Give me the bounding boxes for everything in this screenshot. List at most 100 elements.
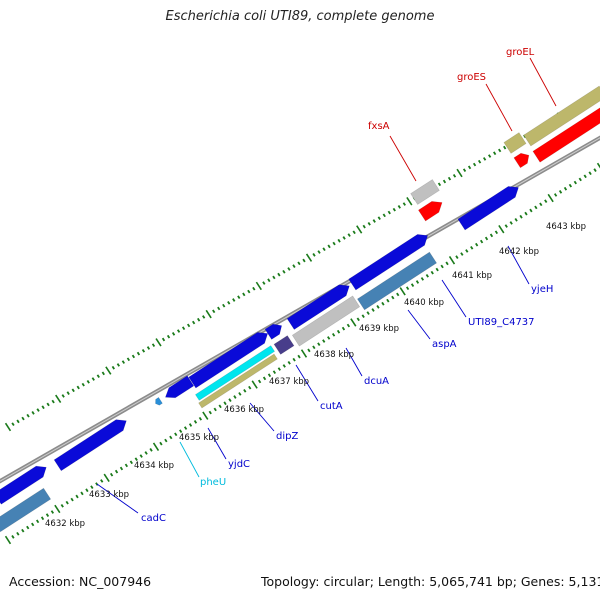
accession-text: Accession: NC_007946 <box>9 574 152 589</box>
tick-mark <box>376 305 380 309</box>
tick-mark <box>493 151 497 156</box>
tick-mark <box>136 351 141 356</box>
tick-mark <box>297 354 301 359</box>
tick-mark <box>232 298 236 302</box>
scale-label: 4639 kbp <box>359 324 399 334</box>
tick-mark <box>420 277 425 281</box>
tick-mark <box>228 398 232 402</box>
tick-mark <box>435 267 439 272</box>
tick-mark <box>65 500 69 505</box>
tick-mark <box>336 329 341 334</box>
tick-mark <box>237 295 241 300</box>
label-leader-lines <box>96 57 557 514</box>
tick-mark <box>26 413 30 418</box>
tick-mark <box>109 472 114 477</box>
tick-mark <box>141 348 146 353</box>
leader-line <box>389 135 417 182</box>
tick-mark <box>440 264 444 269</box>
tick-mark <box>361 314 365 319</box>
tick-mark <box>307 348 311 353</box>
tick-mark <box>95 482 99 486</box>
tick-mark <box>257 379 262 384</box>
tick-mark <box>21 416 25 421</box>
scale-label: 4636 kbp <box>224 405 264 415</box>
tick-mark <box>494 230 499 235</box>
tick-mark <box>362 224 366 229</box>
tick-mark <box>425 273 429 278</box>
leader-line <box>249 402 275 432</box>
tick-mark <box>4 422 12 432</box>
gene-feature <box>503 132 527 154</box>
tick-mark <box>282 364 286 368</box>
tick-mark <box>437 182 442 187</box>
gene-label: UTI89_C4737 <box>468 317 535 328</box>
tick-mark <box>238 392 242 396</box>
scale-label: 4641 kbp <box>452 271 492 281</box>
tick-mark <box>248 385 252 390</box>
tick-mark <box>139 454 143 458</box>
tick-mark <box>267 373 272 378</box>
gene-feature <box>194 345 276 401</box>
tick-mark <box>223 401 227 406</box>
tick-mark <box>442 179 447 184</box>
tick-mark <box>149 448 153 452</box>
gene-feature <box>356 251 438 311</box>
tick-mark <box>504 224 508 228</box>
tick-mark <box>410 283 415 287</box>
leader-line <box>529 57 557 107</box>
tick-mark <box>317 250 321 254</box>
leader-line <box>345 347 363 377</box>
tick-mark <box>509 221 513 225</box>
gene-features <box>0 85 600 533</box>
tick-mark <box>292 357 296 362</box>
tick-mark <box>169 435 173 440</box>
tick-mark <box>563 186 568 191</box>
tick-mark <box>247 289 251 294</box>
leader-line <box>485 83 513 132</box>
tick-mark <box>103 473 110 483</box>
gene-label: dipZ <box>276 431 298 442</box>
tick-mark <box>519 214 523 219</box>
tick-mark <box>192 320 196 325</box>
tick-mark <box>489 233 494 238</box>
tick-mark <box>332 241 336 246</box>
tick-mark <box>75 494 79 499</box>
tick-mark <box>337 238 341 243</box>
tick-mark <box>292 264 296 268</box>
tick-mark <box>305 253 313 262</box>
tick-mark <box>155 338 162 347</box>
tick-mark <box>302 258 306 263</box>
tick-mark <box>312 345 316 350</box>
gene-feature <box>417 201 443 222</box>
tick-mark <box>498 148 502 153</box>
tick-mark <box>4 535 12 545</box>
tick-mark <box>166 334 171 339</box>
gene-feature <box>53 419 127 472</box>
tick-mark <box>255 281 262 291</box>
tick-mark <box>366 311 370 315</box>
tick-mark <box>262 281 266 285</box>
tick-mark <box>96 374 100 379</box>
tick-mark <box>212 309 216 314</box>
tick-mark <box>350 318 357 327</box>
tick-mark <box>327 244 331 249</box>
tick-mark <box>218 404 222 409</box>
inner-tick-track <box>4 162 600 545</box>
tick-mark <box>222 303 226 308</box>
tick-mark <box>11 422 15 427</box>
scale-labels: 4632 kbp 4633 kbp 4634 kbp 4635 kbp 4636 kbp… <box>45 222 586 529</box>
tick-mark <box>179 429 183 434</box>
gene-label: cutA <box>320 401 343 412</box>
tick-mark <box>399 287 406 296</box>
scale-label: 4632 kbp <box>45 519 85 529</box>
tick-mark <box>367 221 371 226</box>
tick-mark <box>55 394 62 403</box>
scale-label: 4634 kbp <box>134 461 174 471</box>
gene-label: pheU <box>200 477 226 488</box>
gene-label: aspA <box>432 339 457 350</box>
tick-mark <box>445 261 449 266</box>
tick-mark <box>161 337 166 342</box>
tick-mark <box>387 210 391 215</box>
tick-mark <box>40 516 45 521</box>
tick-mark <box>116 363 120 367</box>
